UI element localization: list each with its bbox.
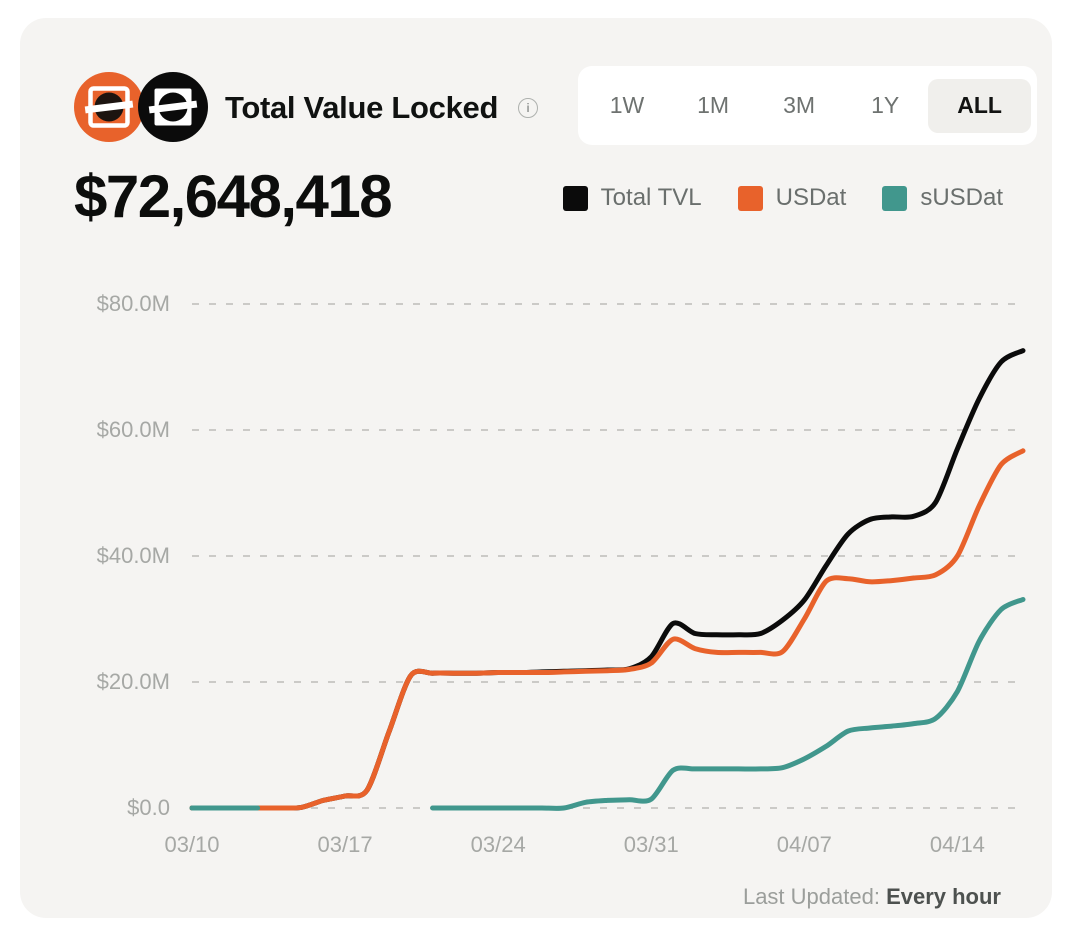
- usdat-orange-logo-icon: [74, 72, 144, 142]
- x-axis-tick-label: 03/10: [164, 832, 220, 857]
- range-button-1m[interactable]: 1M: [670, 79, 756, 133]
- x-axis-tick-label: 04/14: [929, 832, 985, 857]
- total-tvl-swatch-icon: [562, 185, 588, 211]
- last-updated-value: Every hour: [886, 884, 1001, 909]
- range-button-all[interactable]: ALL: [928, 78, 1032, 133]
- y-axis-tick-label: $20.0M: [96, 669, 170, 694]
- usdat-swatch-icon: [737, 185, 763, 211]
- x-axis-tick-label: 03/24: [470, 832, 526, 857]
- chart-legend: Total TVL USDat sUSDat: [562, 184, 1003, 212]
- last-updated-label: Last Updated:: [742, 884, 880, 909]
- legend-label: sUSDat: [920, 184, 1003, 211]
- tvl-line-chart[interactable]: [20, 18, 1072, 936]
- y-axis-tick-label: $0.0: [127, 795, 170, 820]
- tvl-card: Total Value Locked i $72,648,418 1W 1M 3M 1…: [20, 18, 1052, 918]
- legend-item-total-tvl[interactable]: Total TVL: [562, 184, 702, 212]
- series-line-usdat: [189, 448, 1026, 811]
- series-line-susdat: [430, 597, 1026, 811]
- x-axis-tick-label: 04/07: [776, 832, 832, 857]
- y-axis-tick-label: $60.0M: [96, 417, 170, 442]
- range-button-1y[interactable]: 1Y: [842, 79, 928, 133]
- page-title: Total Value Locked: [225, 90, 499, 125]
- susdat-swatch-icon: [882, 185, 908, 211]
- usdat-susdat-logos-icon: [74, 72, 208, 142]
- range-button-3m[interactable]: 3M: [756, 79, 842, 133]
- x-axis-tick-label: 03/17: [317, 832, 373, 857]
- last-updated: Last Updated: Every hour: [743, 884, 1001, 910]
- susdat-black-logo-icon: [138, 72, 208, 142]
- info-icon[interactable]: i: [518, 98, 538, 118]
- range-button-1w[interactable]: 1W: [584, 79, 670, 133]
- legend-item-usdat[interactable]: USDat: [737, 184, 847, 212]
- x-axis-tick-label: 03/31: [623, 832, 679, 857]
- legend-label: USDat: [775, 184, 847, 211]
- y-axis-tick-label: $80.0M: [96, 291, 170, 316]
- y-axis-tick-label: $40.0M: [96, 543, 170, 568]
- legend-item-susdat[interactable]: sUSDat: [882, 184, 1003, 212]
- time-range-selector: 1W 1M 3M 1Y ALL: [578, 66, 1037, 145]
- total-value-locked-amount: $72,648,418: [74, 163, 393, 230]
- legend-label: Total TVL: [600, 184, 702, 211]
